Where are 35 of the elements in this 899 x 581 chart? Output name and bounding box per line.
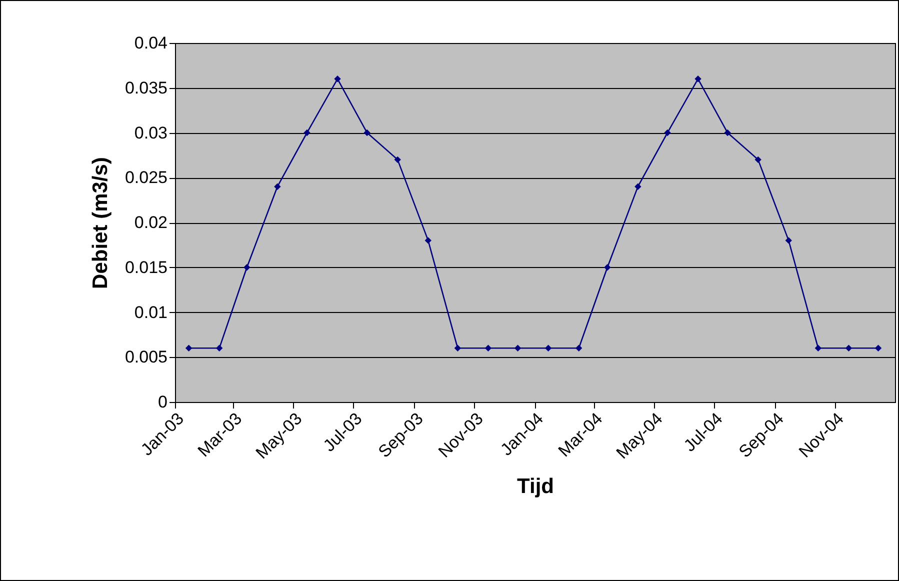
point — [814, 344, 822, 352]
y-tick-label: 0.03 — [134, 123, 168, 142]
point — [785, 237, 792, 244]
point — [634, 183, 642, 190]
point — [484, 344, 492, 352]
point — [874, 344, 882, 352]
point — [274, 183, 281, 190]
y-tick-label: 0 — [158, 392, 168, 412]
y-tick-label: 0.04 — [134, 34, 168, 52]
point — [216, 344, 223, 352]
point — [185, 344, 192, 352]
point — [604, 264, 611, 271]
y-tick-label: 0.015 — [124, 258, 168, 277]
y-tick-label: 0.035 — [124, 78, 168, 98]
y-tick-label: 0.005 — [124, 348, 168, 367]
point — [334, 76, 341, 82]
point — [364, 129, 370, 136]
point — [394, 156, 401, 164]
y-tick-label: 0.025 — [124, 168, 168, 188]
point — [454, 344, 462, 352]
point — [845, 344, 852, 352]
point — [304, 129, 310, 136]
point — [544, 344, 552, 352]
point — [424, 237, 432, 244]
point — [724, 129, 731, 136]
point — [514, 344, 522, 352]
point — [244, 264, 250, 271]
point — [694, 76, 702, 82]
y-tick-label: 0.02 — [134, 213, 168, 232]
x-axis-title: Tijd — [517, 474, 554, 498]
point — [754, 156, 762, 164]
y-axis-title: Debiet (m3/s) — [88, 157, 112, 289]
y-tick-label: 0.01 — [134, 302, 168, 322]
point — [664, 129, 671, 136]
point — [575, 344, 582, 352]
